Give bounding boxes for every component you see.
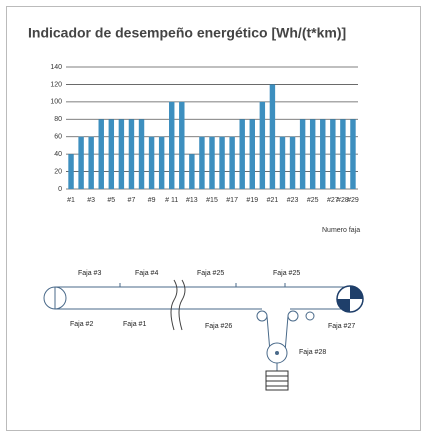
y-tick-label: 120 — [50, 81, 62, 88]
y-tick-label: 60 — [54, 134, 62, 141]
bar — [179, 101, 185, 189]
bar — [330, 119, 336, 189]
y-tick-label: 80 — [54, 116, 62, 123]
bar — [128, 119, 135, 189]
bar — [219, 136, 225, 189]
chart-title: Indicador de desempeño energético [Wh/(t… — [28, 25, 346, 41]
bar — [138, 119, 145, 189]
x-tick-label: #5 — [107, 197, 115, 204]
x-tick-label: #1 — [67, 197, 75, 204]
x-tick-label: #28 — [337, 197, 349, 204]
x-tick-label: #29 — [347, 197, 359, 204]
bar — [78, 136, 84, 189]
bar — [289, 136, 296, 189]
y-tick-label: 140 — [50, 64, 62, 71]
x-tick-label: #17 — [226, 197, 238, 204]
x-tick-label: #27 — [327, 197, 339, 204]
x-tick-label: #15 — [206, 197, 218, 204]
bar — [269, 84, 276, 189]
bar — [309, 119, 316, 189]
bar — [68, 154, 74, 189]
diagram-label: Faja #4 — [135, 270, 158, 277]
x-tick-label: #25 — [307, 197, 319, 204]
bar — [158, 136, 165, 189]
conveyor-diagram — [43, 279, 364, 391]
diagram-label: Faja #3 — [78, 270, 101, 277]
x-axis-label: Numero faja — [322, 227, 360, 234]
bar — [108, 119, 115, 189]
x-tick-label: #9 — [148, 197, 156, 204]
bar — [350, 119, 356, 189]
diagram-label: Faja #2 — [70, 321, 93, 328]
y-tick-label: 100 — [50, 99, 62, 106]
bar — [199, 136, 205, 189]
diagram-label: Faja #26 — [205, 323, 232, 330]
diagram-label: Faja #25 — [197, 270, 224, 277]
bar — [259, 101, 266, 189]
diagram-label: Faja #28 — [299, 349, 326, 356]
y-tick-label: 40 — [54, 151, 62, 158]
bar — [340, 119, 346, 189]
diagram-label: Faja #25 — [273, 270, 300, 277]
bar — [148, 136, 155, 189]
bar — [279, 136, 286, 189]
bar — [209, 136, 215, 189]
x-tick-label: #21 — [267, 197, 279, 204]
bar — [98, 119, 104, 189]
x-tick-label: #13 — [186, 197, 198, 204]
bar — [189, 154, 195, 189]
y-tick-label: 0 — [58, 186, 62, 193]
bar — [249, 119, 255, 189]
bar — [239, 119, 245, 189]
x-tick-label: # 11 — [165, 197, 178, 204]
x-tick-label: #19 — [246, 197, 258, 204]
frame — [6, 6, 421, 431]
y-tick-label: 20 — [54, 168, 62, 175]
diagram-label: Faja #27 — [328, 323, 355, 330]
x-tick-label: #7 — [128, 197, 136, 204]
bar — [169, 101, 175, 189]
diagram-label: Faja #1 — [123, 321, 146, 328]
bar — [229, 136, 235, 189]
bar — [320, 119, 326, 189]
bar — [299, 119, 306, 189]
bar — [118, 119, 125, 189]
x-tick-label: #23 — [287, 197, 299, 204]
x-tick-label: #3 — [87, 197, 95, 204]
bar — [88, 136, 94, 189]
